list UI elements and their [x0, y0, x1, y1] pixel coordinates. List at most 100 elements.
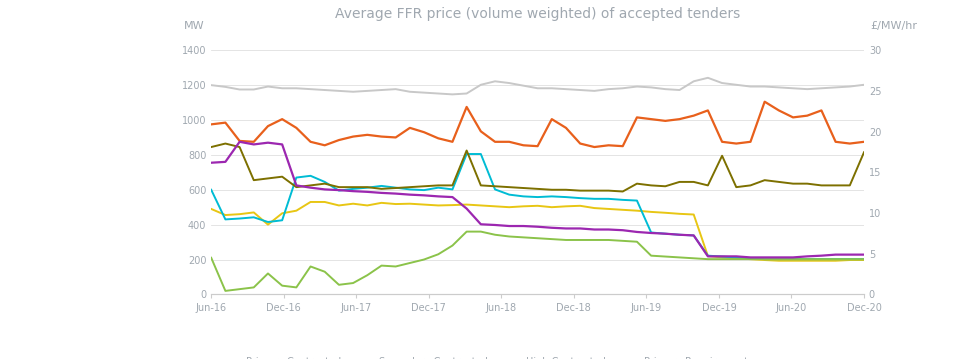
High Contracted: [262, 271, 274, 276]
Average Price: [802, 254, 813, 258]
High Requirement: [291, 185, 302, 189]
Secondary Requirement: [688, 79, 700, 83]
Primary Contracted: [234, 212, 246, 216]
Primary Requirement: [716, 140, 728, 144]
High Contracted: [475, 229, 487, 234]
High Requirement: [390, 186, 401, 190]
High Requirement: [234, 145, 246, 149]
Secondary Requirement: [404, 90, 416, 94]
Primary Requirement: [262, 124, 274, 128]
Primary Contracted: [745, 257, 756, 261]
Primary Contracted: [802, 258, 813, 263]
High Contracted: [660, 255, 671, 259]
Average Price: [362, 190, 373, 194]
Average Price: [759, 255, 771, 260]
Secondary Requirement: [234, 87, 246, 92]
Primary Requirement: [375, 134, 387, 139]
High Contracted: [702, 257, 713, 261]
Secondary Contracted: [532, 195, 543, 199]
Secondary Requirement: [574, 88, 586, 92]
Average Price: [234, 140, 246, 144]
Primary Contracted: [475, 203, 487, 208]
Primary Contracted: [532, 204, 543, 208]
High Requirement: [759, 178, 771, 182]
Average Price: [304, 186, 316, 190]
Secondary Contracted: [731, 255, 742, 260]
Primary Contracted: [276, 211, 288, 215]
Average Price: [546, 225, 558, 230]
Line: Average Price: Average Price: [211, 142, 864, 257]
Secondary Requirement: [319, 88, 330, 92]
High Contracted: [588, 238, 600, 242]
High Contracted: [375, 264, 387, 268]
Average Price: [787, 255, 799, 260]
Primary Contracted: [645, 210, 657, 214]
Secondary Contracted: [631, 199, 642, 203]
Secondary Contracted: [802, 257, 813, 261]
High Contracted: [773, 257, 784, 261]
Average Price: [404, 192, 416, 197]
Secondary Contracted: [276, 218, 288, 223]
Average Price: [375, 191, 387, 195]
Average Price: [517, 224, 529, 228]
Secondary Contracted: [262, 220, 274, 224]
Secondary Contracted: [674, 233, 685, 237]
Secondary Requirement: [433, 91, 444, 95]
Primary Requirement: [660, 119, 671, 123]
Primary Requirement: [844, 141, 855, 146]
Primary Contracted: [248, 210, 259, 215]
High Contracted: [220, 289, 231, 293]
Primary Requirement: [276, 117, 288, 121]
High Contracted: [291, 285, 302, 290]
High Requirement: [816, 183, 828, 187]
High Requirement: [829, 183, 841, 187]
Primary Requirement: [829, 140, 841, 144]
Average Price: [829, 252, 841, 257]
Primary Contracted: [574, 204, 586, 208]
Secondary Requirement: [446, 92, 458, 97]
Primary Contracted: [461, 202, 472, 207]
High Contracted: [404, 261, 416, 265]
Primary Requirement: [588, 145, 600, 149]
Secondary Contracted: [319, 180, 330, 184]
Secondary Requirement: [205, 83, 217, 87]
Text: MW: MW: [184, 21, 204, 31]
Primary Contracted: [844, 258, 855, 262]
High Requirement: [802, 182, 813, 186]
High Contracted: [688, 256, 700, 260]
High Contracted: [205, 256, 217, 260]
Primary Requirement: [617, 144, 629, 148]
Secondary Requirement: [348, 90, 359, 94]
Primary Requirement: [546, 117, 558, 121]
Primary Requirement: [490, 140, 501, 144]
High Requirement: [404, 185, 416, 189]
Average Price: [617, 228, 629, 232]
Primary Contracted: [291, 209, 302, 213]
Secondary Requirement: [858, 83, 870, 87]
Secondary Requirement: [561, 87, 572, 91]
Secondary Contracted: [858, 257, 870, 261]
Primary Requirement: [816, 108, 828, 113]
High Requirement: [248, 178, 259, 182]
Line: High Contracted: High Contracted: [211, 232, 864, 291]
Primary Contracted: [419, 202, 430, 207]
Secondary Contracted: [660, 232, 671, 236]
High Requirement: [419, 184, 430, 188]
High Contracted: [234, 287, 246, 291]
High Requirement: [517, 186, 529, 190]
Primary Contracted: [503, 205, 515, 209]
High Requirement: [319, 182, 330, 186]
Secondary Requirement: [304, 87, 316, 91]
Secondary Requirement: [532, 86, 543, 90]
Primary Requirement: [446, 140, 458, 144]
Secondary Contracted: [446, 187, 458, 192]
Average Price: [844, 252, 855, 257]
Primary Requirement: [205, 122, 217, 126]
Average Price: [745, 255, 756, 260]
High Contracted: [446, 243, 458, 248]
Primary Contracted: [446, 203, 458, 207]
High Contracted: [319, 270, 330, 274]
High Requirement: [603, 188, 614, 193]
Primary Contracted: [759, 258, 771, 262]
High Requirement: [546, 188, 558, 192]
